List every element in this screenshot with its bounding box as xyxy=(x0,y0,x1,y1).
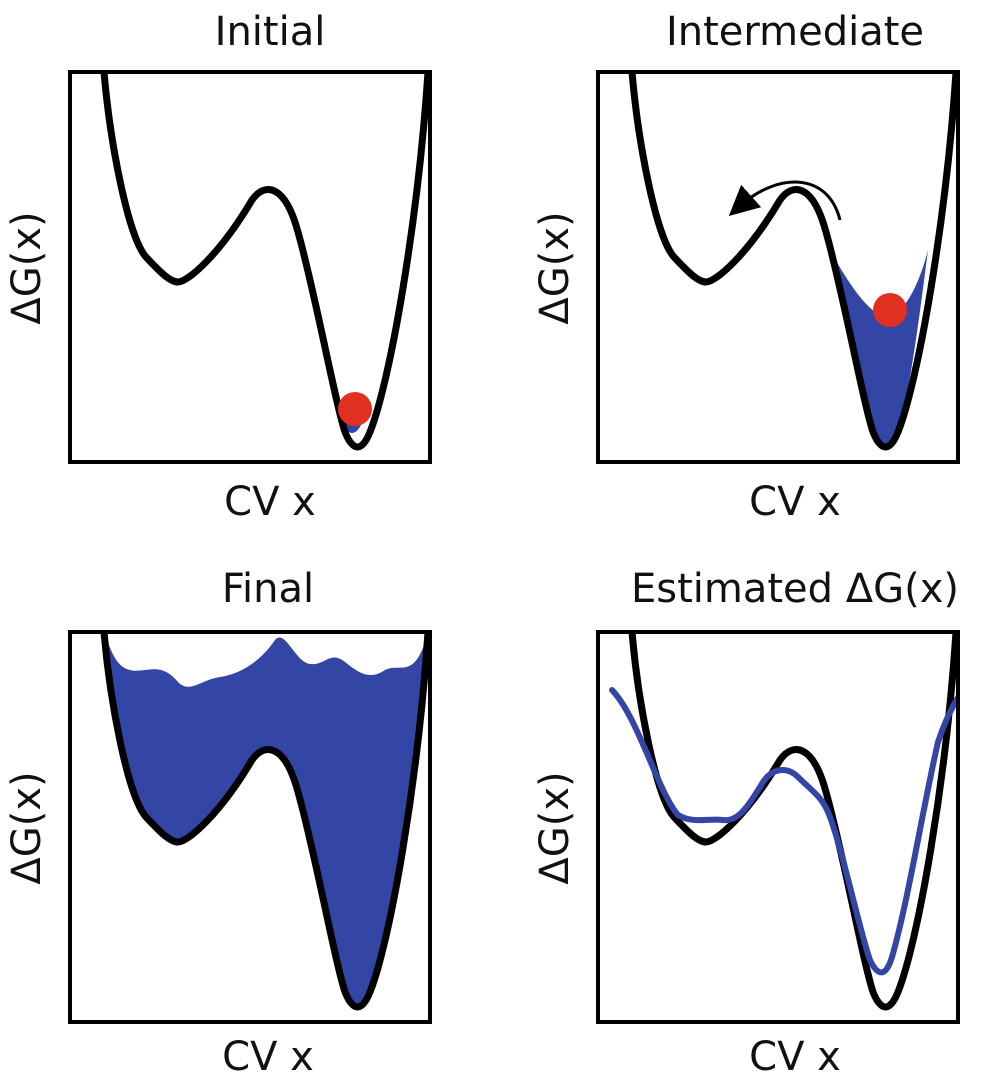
x-axis-label: CV x xyxy=(222,1034,314,1080)
y-axis-label: ΔG(x) xyxy=(532,211,578,324)
estimated-curve xyxy=(609,687,958,976)
particle-icon xyxy=(338,392,372,426)
panel-initial: Initial CV x ΔG(x) xyxy=(4,9,432,525)
panel-title: Estimated ΔG(x) xyxy=(631,566,959,612)
panel-title: Final xyxy=(222,566,314,612)
y-axis-label: ΔG(x) xyxy=(4,771,50,884)
panel-final: Final CV x ΔG(x) xyxy=(4,566,432,1080)
bias-fill xyxy=(830,250,928,447)
panel-intermediate: Intermediate CV x ΔG(x) xyxy=(532,9,960,525)
curved-arrow-icon xyxy=(728,180,842,221)
panel-estimated: Estimated ΔG(x) CV x ΔG(x) xyxy=(532,566,960,1080)
bias-fill xyxy=(104,632,428,1007)
panel-title: Intermediate xyxy=(666,9,924,55)
panel-title: Initial xyxy=(215,9,326,55)
particle-icon xyxy=(873,293,907,327)
x-axis-label: CV x xyxy=(749,479,841,525)
x-axis-label: CV x xyxy=(749,1034,841,1080)
x-axis-label: CV x xyxy=(224,479,316,525)
y-axis-label: ΔG(x) xyxy=(4,211,50,324)
y-axis-label: ΔG(x) xyxy=(532,771,578,884)
